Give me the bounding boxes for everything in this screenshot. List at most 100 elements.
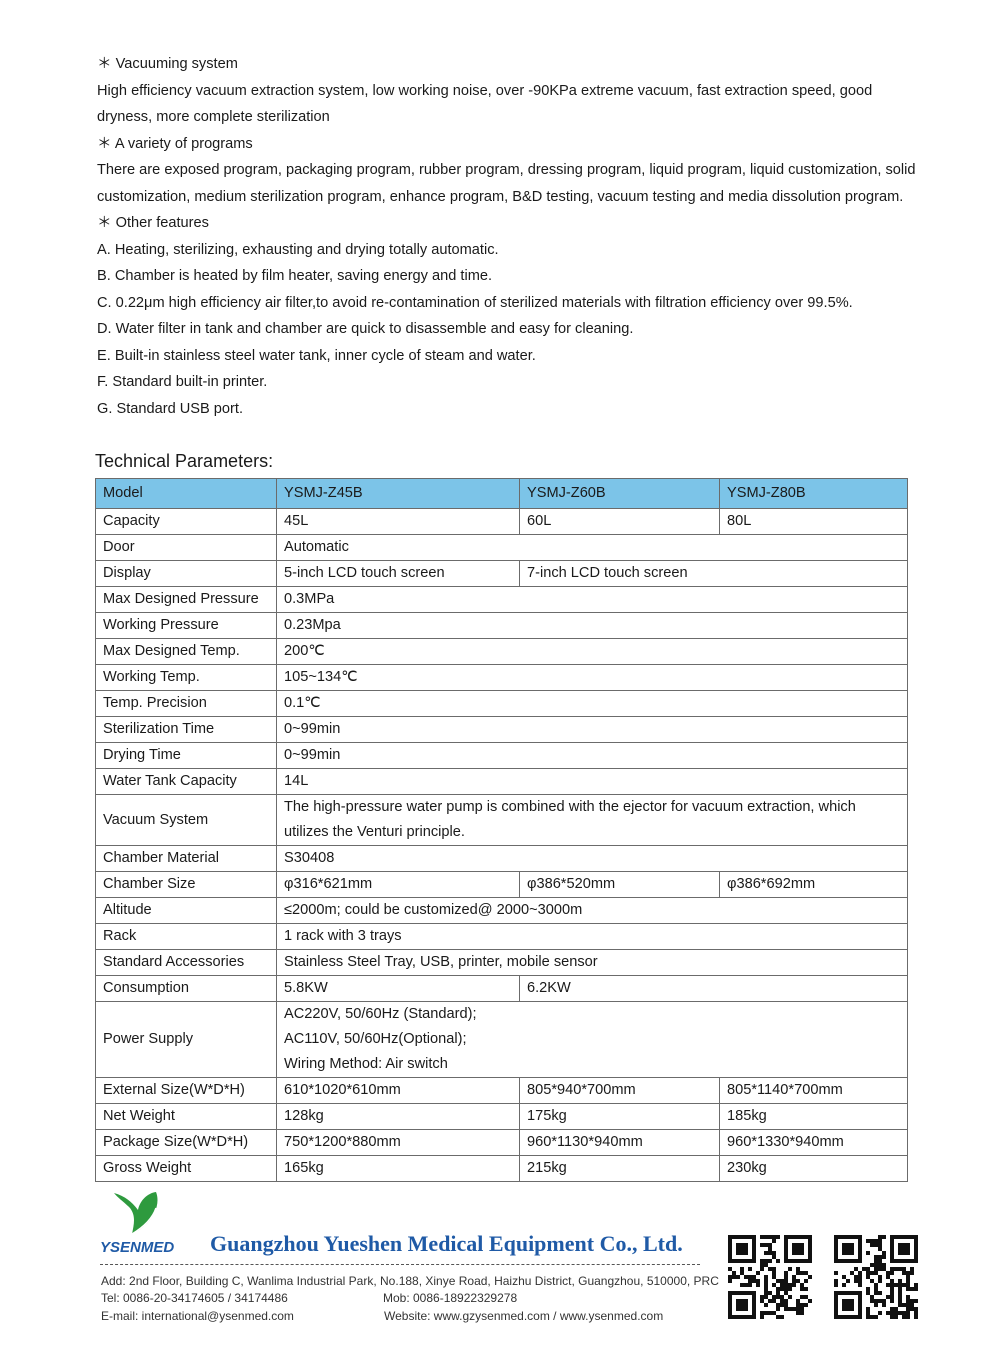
parameter-value: 5-inch LCD touch screen bbox=[276, 560, 520, 587]
parameter-value: φ386*692mm bbox=[719, 871, 908, 898]
technical-parameters-table: Model YSMJ-Z45B YSMJ-Z60B YSMJ-Z80B Capacity… bbox=[95, 478, 908, 1182]
parameter-value: 0.23Mpa bbox=[276, 612, 908, 639]
table-row: Altitude ≤2000m; could be customized@ 200… bbox=[95, 897, 908, 924]
table-row: Capacity 45L 60L 80L bbox=[95, 508, 908, 535]
section-heading: ＊ Other features bbox=[97, 215, 209, 231]
parameter-value: 14L bbox=[276, 768, 908, 795]
parameter-value: 185kg bbox=[719, 1103, 908, 1130]
value-line: AC110V, 50/60Hz(Optional); bbox=[284, 1031, 467, 1047]
qr-code-icon bbox=[728, 1235, 812, 1319]
parameter-name: Door bbox=[95, 534, 277, 561]
table-row: Rack 1 rack with 3 trays bbox=[95, 923, 908, 950]
parameter-value: 805*940*700mm bbox=[519, 1077, 720, 1104]
leaf-logo-icon: YSENMED bbox=[100, 1192, 174, 1256]
parameter-name: Capacity bbox=[95, 508, 277, 535]
parameter-name: Rack bbox=[95, 923, 277, 950]
parameter-name: Display bbox=[95, 560, 277, 587]
paragraph: D. Water filter in tank and chamber are … bbox=[97, 321, 634, 337]
table-row: Working Temp. 105~134℃ bbox=[95, 664, 908, 691]
parameter-name: Working Pressure bbox=[95, 612, 277, 639]
parameter-name: Drying Time bbox=[95, 742, 277, 769]
table-row: Chamber Material S30408 bbox=[95, 845, 908, 872]
parameter-name: Gross Weight bbox=[95, 1155, 277, 1182]
parameter-value: 750*1200*880mm bbox=[276, 1129, 520, 1156]
parameter-value: YSMJ-Z80B bbox=[719, 478, 908, 509]
parameter-value: YSMJ-Z45B bbox=[276, 478, 520, 509]
parameter-value: 960*1330*940mm bbox=[719, 1129, 908, 1156]
parameter-value: The high-pressure water pump is combined… bbox=[276, 794, 908, 846]
company-name: Guangzhou Yueshen Medical Equipment Co.,… bbox=[210, 1231, 683, 1256]
parameter-value: 175kg bbox=[519, 1103, 720, 1130]
parameter-value: 5.8KW bbox=[276, 975, 520, 1002]
parameter-value: 0.3MPa bbox=[276, 586, 908, 613]
parameter-name: Water Tank Capacity bbox=[95, 768, 277, 795]
website: Website: www.gzysenmed.com / www.ysenmed… bbox=[384, 1309, 664, 1323]
parameter-name: Vacuum System bbox=[95, 794, 277, 846]
parameter-value: 230kg bbox=[719, 1155, 908, 1182]
svg-text:YSENMED: YSENMED bbox=[100, 1239, 174, 1256]
parameter-name: Max Designed Pressure bbox=[95, 586, 277, 613]
parameter-name: Model bbox=[95, 478, 277, 509]
parameter-value: 60L bbox=[519, 508, 720, 535]
features-section: ＊ Vacuuming system High efficiency vacuum… bbox=[97, 51, 917, 422]
mobile: Mob: 0086-18922329278 bbox=[383, 1291, 518, 1305]
table-row: Consumption 5.8KW 6.2KW bbox=[95, 975, 908, 1002]
parameter-name: Temp. Precision bbox=[95, 690, 277, 717]
table-row: Sterilization Time 0~99min bbox=[95, 716, 908, 743]
parameter-value: 165kg bbox=[276, 1155, 520, 1182]
parameter-value: Stainless Steel Tray, USB, printer, mobi… bbox=[276, 949, 908, 976]
parameter-value: 215kg bbox=[519, 1155, 720, 1182]
parameter-name: Sterilization Time bbox=[95, 716, 277, 743]
table-row: Standard Accessories Stainless Steel Tray… bbox=[95, 949, 908, 976]
parameter-value: 610*1020*610mm bbox=[276, 1077, 520, 1104]
parameter-value: 960*1130*940mm bbox=[519, 1129, 720, 1156]
parameter-value: S30408 bbox=[276, 845, 908, 872]
parameter-name: Net Weight bbox=[95, 1103, 277, 1130]
parameter-value: 1 rack with 3 trays bbox=[276, 923, 908, 950]
parameter-value: 200℃ bbox=[276, 638, 908, 665]
section-heading: ＊ A variety of programs bbox=[97, 135, 253, 152]
ysenmed-logo: YSENMED bbox=[100, 1188, 190, 1261]
paragraph: F. Standard built-in printer. bbox=[97, 374, 268, 390]
parameter-value: 805*1140*700mm bbox=[719, 1077, 908, 1104]
table-row: Display 5-inch LCD touch screen 7-inch LCD… bbox=[95, 560, 908, 587]
table-row: Max Designed Temp. 200℃ bbox=[95, 638, 908, 665]
telephone: Tel: 0086-20-34174605 / 34174486 bbox=[101, 1291, 288, 1305]
table-row: Package Size(W*D*H) 750*1200*880mm 960*113… bbox=[95, 1129, 908, 1156]
parameter-value: ≤2000m; could be customized@ 2000~3000m bbox=[276, 897, 908, 924]
qr-code-icon bbox=[834, 1235, 918, 1319]
table-row: Power Supply AC220V, 50/60Hz (Standard); A… bbox=[95, 1001, 908, 1078]
section-heading: ＊ Vacuuming system bbox=[97, 56, 238, 72]
parameter-value: 0.1℃ bbox=[276, 690, 908, 717]
parameter-name: External Size(W*D*H) bbox=[95, 1077, 277, 1104]
parameter-name: Package Size(W*D*H) bbox=[95, 1129, 277, 1156]
table-row: Max Designed Pressure 0.3MPa bbox=[95, 586, 908, 613]
parameter-value: 45L bbox=[276, 508, 520, 535]
table-row: Vacuum System The high-pressure water pum… bbox=[95, 794, 908, 846]
parameter-value: φ316*621mm bbox=[276, 871, 520, 898]
table-row: Temp. Precision 0.1℃ bbox=[95, 690, 908, 717]
paragraph: There are exposed program, packaging pro… bbox=[97, 162, 916, 205]
paragraph: G. Standard USB port. bbox=[97, 400, 244, 417]
table-row: Chamber Size φ316*621mm φ386*520mm φ386*692… bbox=[95, 871, 908, 898]
paragraph: High efficiency vacuum extraction system… bbox=[97, 82, 873, 126]
table-row: Water Tank Capacity 14L bbox=[95, 768, 908, 795]
table-row: External Size(W*D*H) 610*1020*610mm 805*94… bbox=[95, 1077, 908, 1104]
technical-parameters-title: Technical Parameters: bbox=[95, 451, 274, 471]
value-line: Wiring Method: Air switch bbox=[284, 1056, 448, 1072]
parameter-value: 128kg bbox=[276, 1103, 520, 1130]
parameter-name: Max Designed Temp. bbox=[95, 638, 277, 665]
footer-divider bbox=[100, 1264, 700, 1265]
parameter-value: 80L bbox=[719, 508, 908, 535]
parameter-value: YSMJ-Z60B bbox=[519, 478, 720, 509]
table-row: Gross Weight 165kg 215kg 230kg bbox=[95, 1155, 908, 1182]
parameter-value: AC220V, 50/60Hz (Standard); AC110V, 50/60… bbox=[276, 1001, 908, 1078]
parameter-value: Automatic bbox=[276, 534, 908, 561]
table-header-row: Model YSMJ-Z45B YSMJ-Z60B YSMJ-Z80B bbox=[95, 478, 908, 509]
table-row: Drying Time 0~99min bbox=[95, 742, 908, 769]
parameter-value: 6.2KW bbox=[519, 975, 908, 1002]
parameter-name: Chamber Material bbox=[95, 845, 277, 872]
parameter-name: Power Supply bbox=[95, 1001, 277, 1078]
parameter-name: Standard Accessories bbox=[95, 949, 277, 976]
